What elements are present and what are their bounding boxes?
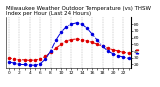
Text: Milwaukee Weather Outdoor Temperature (vs) THSW Index per Hour (Last 24 Hours): Milwaukee Weather Outdoor Temperature (v…: [6, 6, 151, 16]
